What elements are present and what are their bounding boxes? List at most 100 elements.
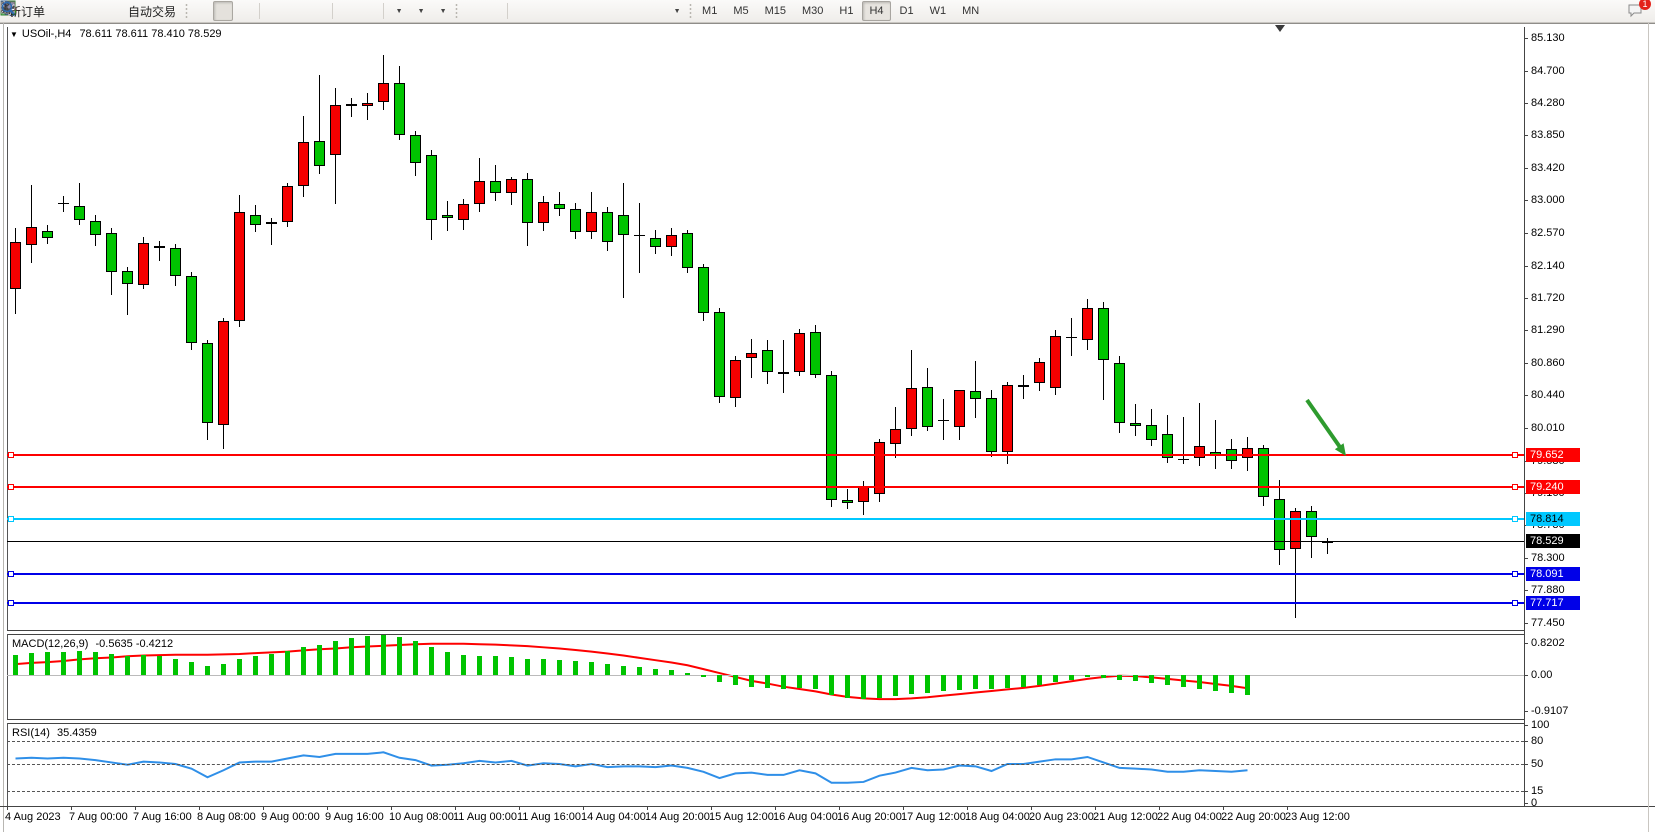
candle-body-down: [1162, 434, 1173, 459]
candle-body-up: [1050, 335, 1061, 388]
candle-wick: [383, 54, 384, 111]
signals-button[interactable]: [1, 1, 117, 21]
cursor-button[interactable]: [3, 0, 481, 21]
line-end-marker[interactable]: [1512, 571, 1518, 578]
notifications-button[interactable]: 1: [1626, 0, 1651, 21]
bar-chart-button[interactable]: [1, 1, 211, 21]
candle-body-up: [666, 234, 677, 248]
chart-dropdown-icon[interactable]: ▼: [10, 29, 18, 39]
arrow-annotation-shaft[interactable]: [1305, 398, 1344, 452]
macd-histogram-bar: [893, 675, 898, 697]
candlestick-button[interactable]: [1, 1, 234, 21]
tile-windows-button[interactable]: [0, 0, 328, 21]
periods-button[interactable]: ▼: [1, 1, 430, 21]
line-chart-button[interactable]: [0, 1, 255, 21]
dropdown-caret-icon: ▼: [417, 7, 425, 15]
time-tick: [1287, 806, 1288, 810]
price-level-line[interactable]: [7, 573, 1524, 576]
text-label-button[interactable]: T: [1, 1, 664, 21]
price-tick-label: 77.880: [1531, 584, 1565, 597]
line-end-marker[interactable]: [1512, 452, 1518, 459]
price-tick: [1524, 168, 1528, 170]
macd-histogram-bar: [653, 668, 658, 675]
rsi-axis-tick: [1524, 725, 1528, 726]
candle-body-up: [1290, 511, 1301, 550]
trendline-button[interactable]: [2, 1, 576, 21]
candle-body-down: [1306, 511, 1317, 537]
indicators-button[interactable]: ▼: [0, 1, 408, 21]
timeframe-button-m1[interactable]: M1: [702, 5, 718, 17]
timeframe-button-m15[interactable]: M15: [764, 5, 786, 17]
macd-histogram-bar: [221, 664, 226, 675]
price-level-line[interactable]: [7, 454, 1524, 457]
gold-diamond-button[interactable]: [0, 0, 73, 21]
timeframe-button-d1[interactable]: D1: [899, 5, 914, 17]
candle-body-down: [442, 215, 453, 218]
line-end-marker[interactable]: [1512, 483, 1518, 490]
line-end-marker[interactable]: [1512, 516, 1518, 523]
timeframe-button-mn[interactable]: MN: [962, 5, 980, 17]
time-axis-label: 20 Aug 23:00: [1029, 811, 1094, 823]
horizontal-line-button[interactable]: [2, 1, 554, 21]
new-order-button[interactable]: 新订单: [3, 1, 51, 21]
arrow-annotation-head[interactable]: [1334, 443, 1346, 456]
timeframe-button-w1[interactable]: W1: [929, 5, 947, 17]
price-level-tag: 79.240: [1526, 479, 1580, 494]
time-tick: [647, 806, 648, 810]
line-end-marker[interactable]: [8, 516, 14, 523]
time-axis-label: 14 Aug 20:00: [645, 811, 710, 823]
arrows-button[interactable]: ▼: [2, 1, 686, 21]
price-tick: [1524, 558, 1528, 560]
line-end-marker[interactable]: [1512, 599, 1518, 606]
time-axis-label: 7 Aug 00:00: [69, 811, 128, 823]
templates-button[interactable]: ▼: [1, 1, 452, 21]
line-end-marker[interactable]: [8, 483, 14, 490]
navigator-button[interactable]: [0, 1, 95, 21]
search-button[interactable]: [1, 1, 1624, 21]
time-axis-label: 8 Aug 08:00: [197, 811, 256, 823]
fibonacci-button[interactable]: F: [2, 1, 620, 21]
auto-scroll-button[interactable]: [1, 1, 357, 21]
candle-wick: [847, 488, 848, 510]
candle-body-up: [362, 102, 373, 106]
candle-body-up: [906, 388, 917, 429]
candle-wick: [367, 92, 368, 121]
rsi-axis-label: 50: [1531, 758, 1544, 770]
zoom-in-button[interactable]: [2, 1, 284, 21]
time-tick: [967, 806, 968, 810]
price-tick-label: 80.440: [1531, 389, 1565, 402]
line-end-marker[interactable]: [8, 571, 14, 578]
price-level-line[interactable]: [7, 518, 1524, 521]
time-tick: [903, 806, 904, 810]
timeframe-button-h4[interactable]: H4: [862, 1, 891, 21]
macd-histogram-bar: [621, 665, 626, 675]
chart-shift-marker-icon[interactable]: [1275, 25, 1285, 32]
macd-axis-label: -0.9107: [1531, 704, 1569, 717]
chart-window[interactable]: ▼ USOil-,H4 78.611 78.611 78.410 78.529 …: [0, 23, 1655, 832]
equidistant-channel-button[interactable]: E: [1, 1, 598, 21]
time-axis-label: 16 Aug 04:00: [773, 811, 838, 823]
candle-wick: [783, 340, 784, 393]
price-level-line[interactable]: [7, 540, 1524, 542]
price-level-line[interactable]: [7, 485, 1524, 488]
line-end-marker[interactable]: [8, 599, 14, 606]
dropdown-caret-icon: ▼: [439, 7, 447, 15]
zoom-out-button[interactable]: [2, 1, 306, 21]
text-button[interactable]: A: [4, 1, 642, 21]
timeframe-button-m5[interactable]: M5: [733, 5, 749, 17]
time-axis-label: 22 Aug 04:00: [1157, 811, 1222, 823]
chart-shift-button[interactable]: [1, 1, 379, 21]
time-axis-label: 9 Aug 16:00: [325, 811, 384, 823]
timeframe-button-m30[interactable]: M30: [802, 5, 824, 17]
vertical-line-button[interactable]: [7, 1, 532, 21]
time-axis-label: 21 Aug 12:00: [1093, 811, 1158, 823]
time-axis-label: 18 Aug 04:00: [965, 811, 1030, 823]
line-end-marker[interactable]: [8, 452, 14, 459]
price-level-line[interactable]: [7, 601, 1524, 604]
time-axis-label: 10 Aug 08:00: [389, 811, 454, 823]
timeframe-button-h1[interactable]: H1: [839, 5, 854, 17]
candle-body-down: [842, 500, 853, 503]
crosshair-button[interactable]: [1, 1, 503, 21]
autotrading-button[interactable]: 自动交易: [0, 1, 182, 21]
candle-body-down: [266, 221, 277, 224]
